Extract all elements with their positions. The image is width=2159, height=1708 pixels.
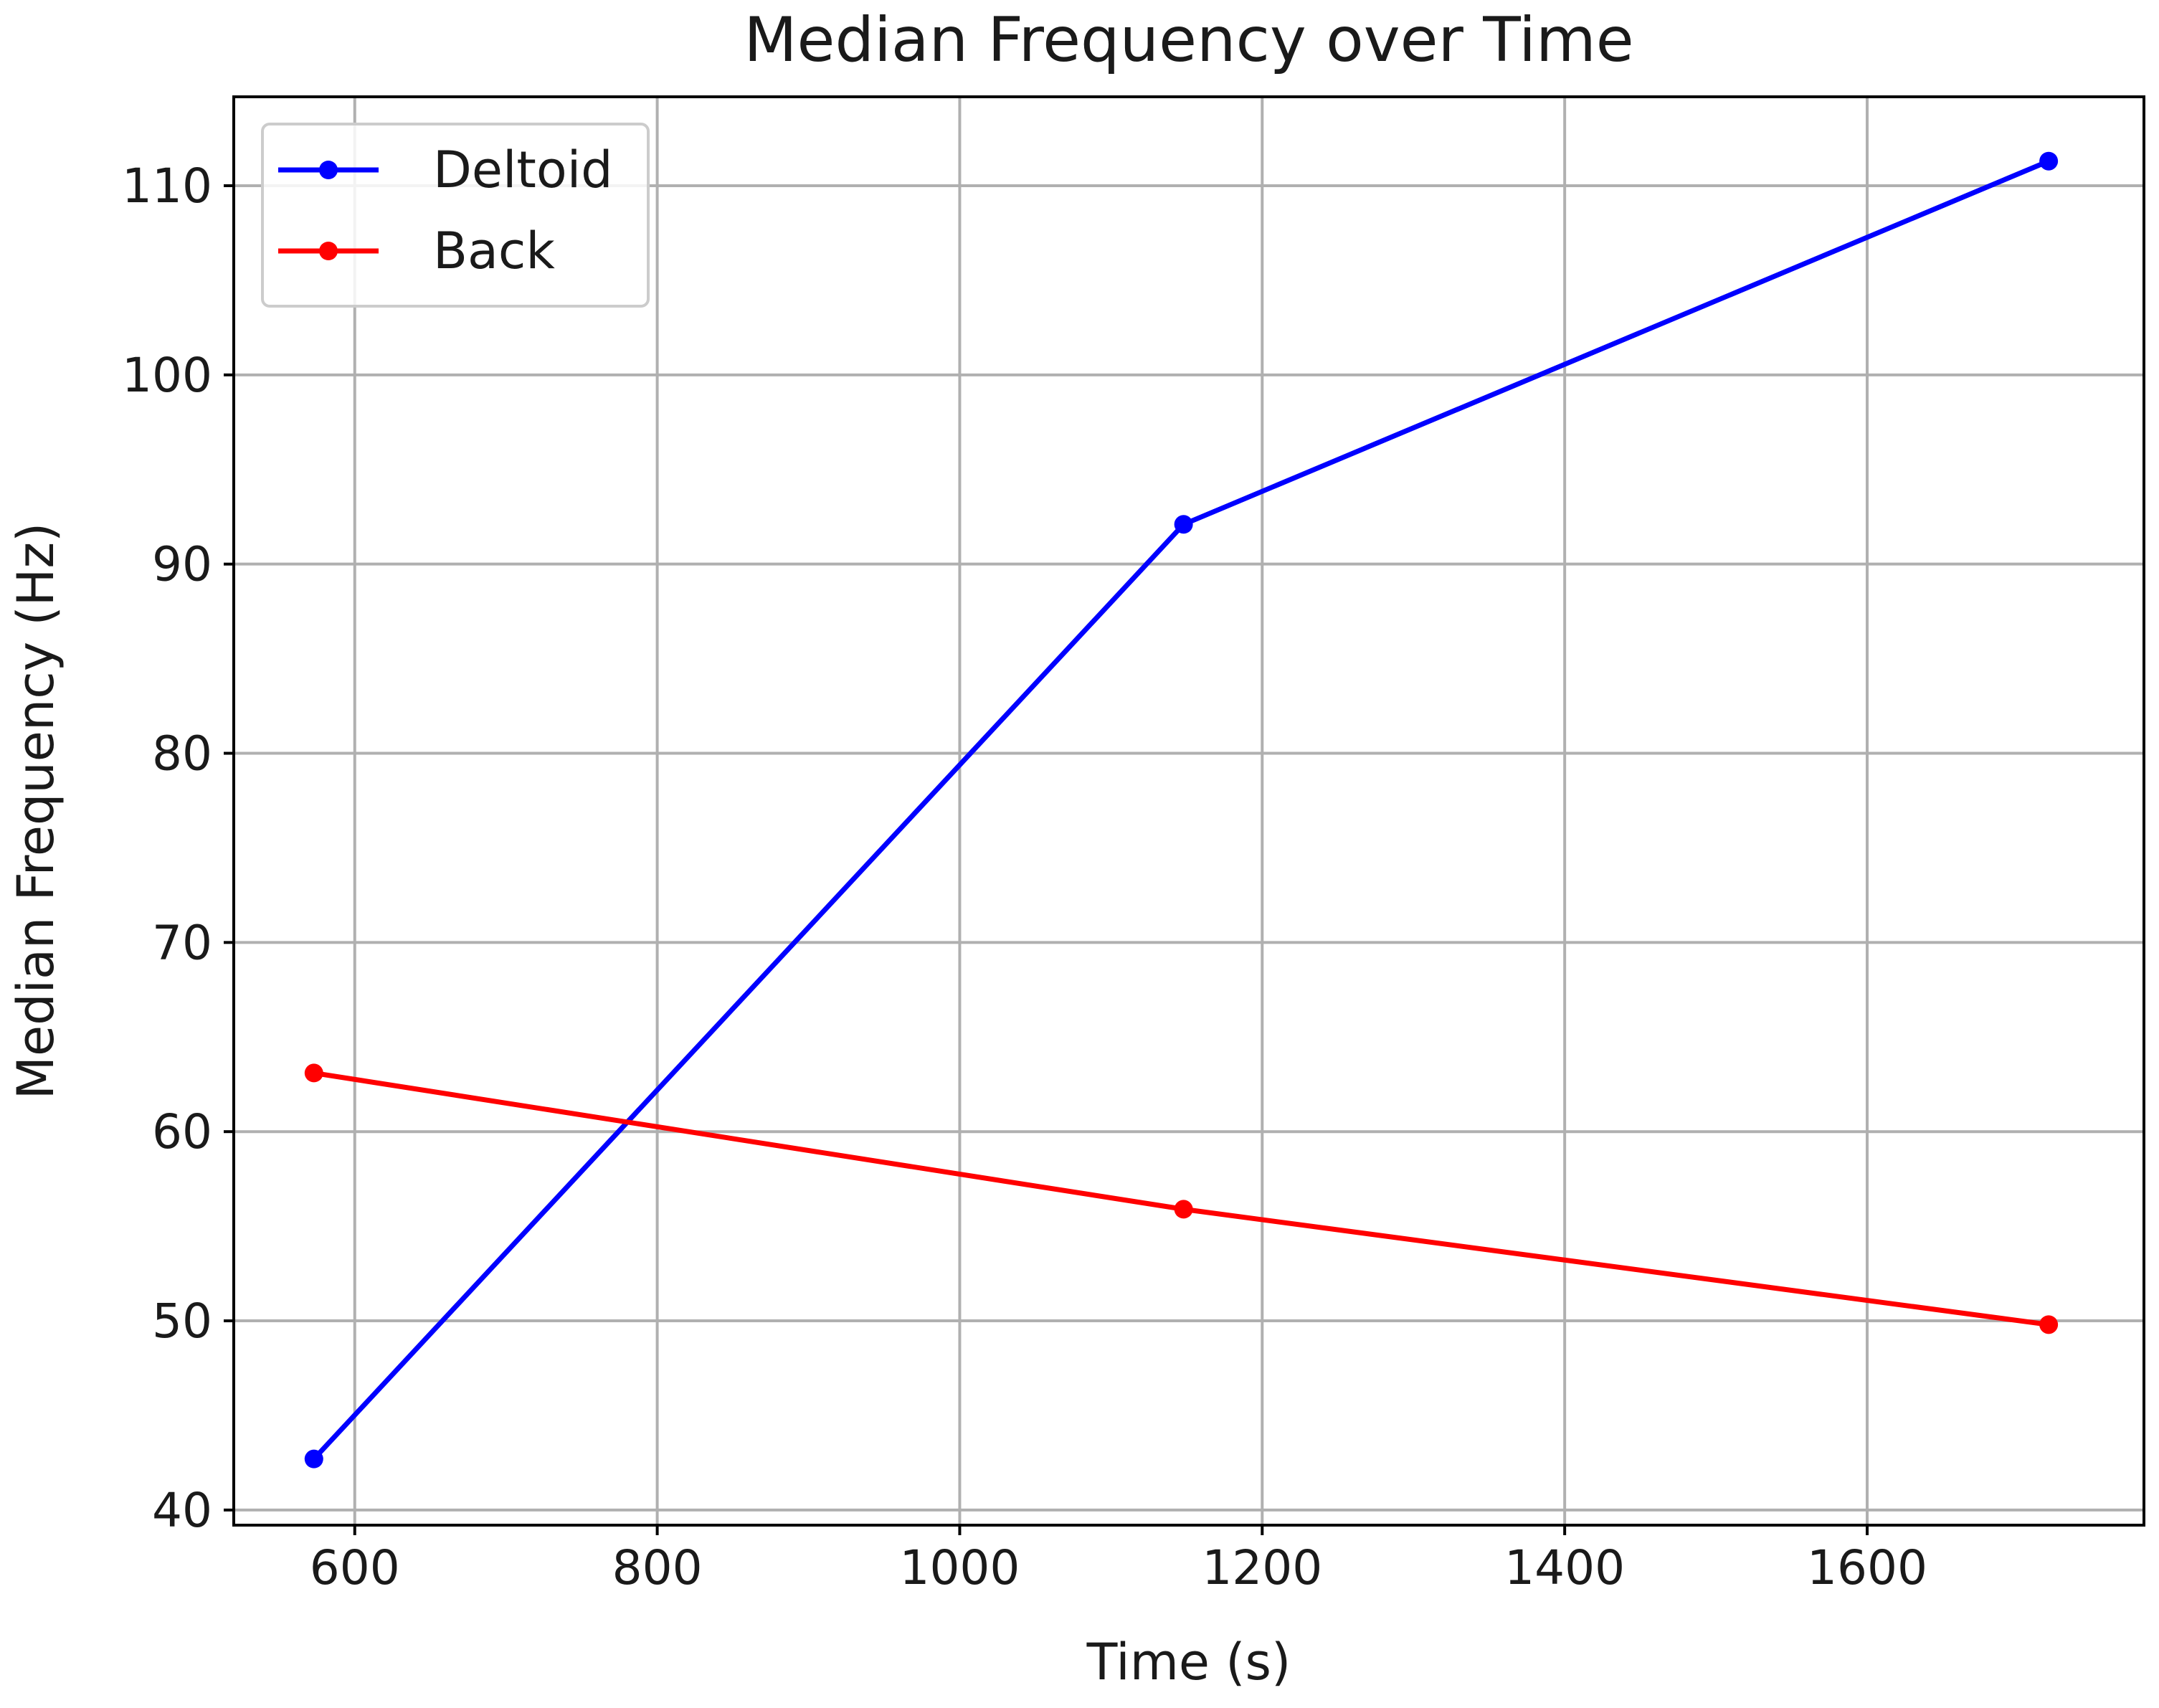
data-point-deltoid xyxy=(1174,515,1193,534)
x-tick-label: 1200 xyxy=(1202,1540,1322,1595)
y-tick-label: 110 xyxy=(122,158,212,214)
x-tick-label: 1400 xyxy=(1504,1540,1625,1595)
legend-label-back: Back xyxy=(433,222,555,280)
chart-title: Median Frequency over Time xyxy=(744,4,1633,76)
y-tick-label: 90 xyxy=(152,537,212,592)
plot-frame xyxy=(232,95,2145,1527)
y-tick-label: 60 xyxy=(152,1104,212,1159)
axis-ticks: 600 800 1000 1200 1400 1600 40 50 60 70 80 90 100 110 xyxy=(122,158,1927,1595)
x-axis-label: Time (s) xyxy=(1086,1633,1291,1692)
grid xyxy=(234,97,2144,1525)
legend-label-deltoid: Deltoid xyxy=(433,141,613,199)
legend-marker-back xyxy=(319,242,338,260)
legend: Deltoid Back xyxy=(261,123,650,308)
data-point-deltoid xyxy=(304,1449,323,1469)
y-tick-label: 40 xyxy=(152,1483,212,1538)
x-tick-label: 1600 xyxy=(1807,1540,1927,1595)
legend-marker-deltoid xyxy=(319,161,338,179)
data-point-back xyxy=(1174,1200,1193,1219)
y-tick-label: 100 xyxy=(122,348,212,403)
y-tick-label: 50 xyxy=(152,1294,212,1349)
data-point-back xyxy=(2039,1315,2059,1334)
data-point-back xyxy=(304,1063,323,1083)
x-tick-label: 1000 xyxy=(899,1540,1020,1595)
data-point-deltoid xyxy=(2039,151,2059,171)
x-tick-label: 800 xyxy=(612,1540,703,1595)
x-tick-label: 600 xyxy=(310,1540,400,1595)
series-layer xyxy=(304,151,2059,1469)
y-tick-label: 70 xyxy=(152,915,212,970)
y-tick-label: 80 xyxy=(152,726,212,782)
y-axis-label: Median Frequency (Hz) xyxy=(6,523,65,1100)
